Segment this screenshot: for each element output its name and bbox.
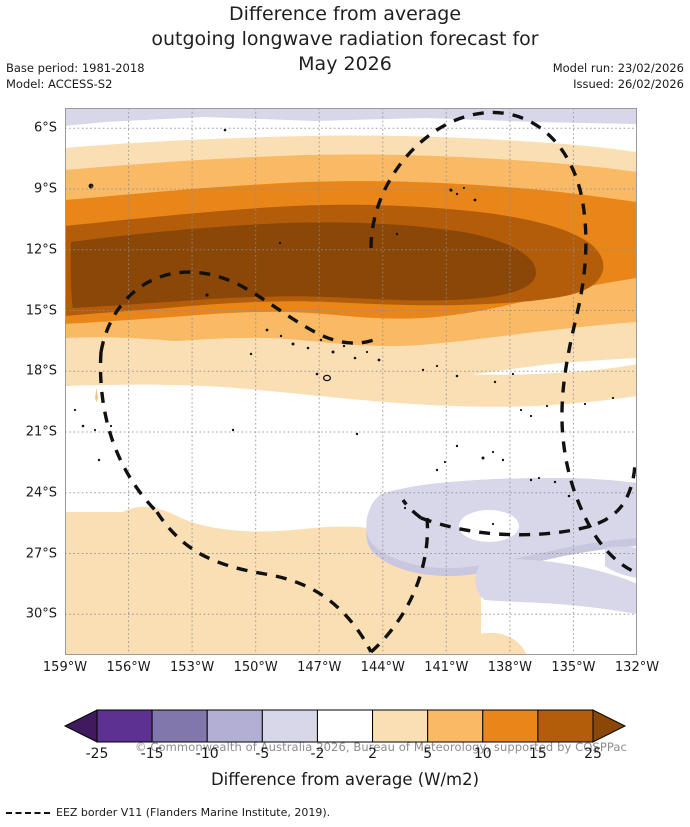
longitude-tick-8: 135°W xyxy=(551,660,596,675)
contour-map xyxy=(65,108,637,655)
colorbar-tick-8: 15 xyxy=(528,746,547,762)
eez-note-label: EEZ border V11 (Flanders Marine Institut… xyxy=(56,806,331,819)
colorbar-tick-1: -15 xyxy=(140,746,164,762)
colorbar-tick-0: -25 xyxy=(85,746,109,762)
island-specks xyxy=(73,128,615,526)
colorbar-swatches xyxy=(63,709,627,743)
latitude-tick-6: 24°S xyxy=(25,485,57,501)
issued-label: Issued: 26/02/2026 xyxy=(573,77,684,91)
colorbar-cell-0 xyxy=(96,709,153,743)
colorbar-cell-5 xyxy=(372,709,429,743)
band-5-bottom-blob xyxy=(453,632,527,655)
latitude-tick-8: 30°S xyxy=(25,606,57,622)
longitude-tick-2: 153°W xyxy=(170,660,215,675)
colorbar-arrow-low xyxy=(63,709,98,743)
colorbar-tick-6: 5 xyxy=(423,746,433,762)
title-line-3: May 2026 xyxy=(298,53,392,75)
longitude-tick-7: 138°W xyxy=(487,660,532,675)
latitude-tick-0: 6°S xyxy=(33,120,57,136)
colorbar-cell-6 xyxy=(427,709,484,743)
model-run-label: Model run: 23/02/2026 xyxy=(552,61,684,75)
longitude-tick-5: 144°W xyxy=(360,660,405,675)
base-period-label: Base period: 1981-2018 xyxy=(6,61,145,75)
colorbar-cell-8 xyxy=(537,709,594,743)
metadata-right: Model run: 23/02/2026 Issued: 26/02/2026 xyxy=(553,60,684,92)
eez-dash-sample xyxy=(6,811,50,814)
colorbar-tick-3: -5 xyxy=(255,746,270,762)
latitude-tick-2: 12°S xyxy=(25,242,57,258)
map-plot: © Commonwealth of Australia 2026, Bureau… xyxy=(65,108,637,754)
longitude-tick-4: 147°W xyxy=(297,660,342,675)
title-line-2: outgoing longwave radiation forecast for xyxy=(151,28,539,50)
colorbar-cell-7 xyxy=(482,709,539,743)
colorbar-tick-2: -10 xyxy=(195,746,219,762)
latitude-tick-4: 18°S xyxy=(25,363,57,379)
longitude-tick-6: 141°W xyxy=(424,660,469,675)
footer: EEZ border V11 (Flanders Marine Institut… xyxy=(6,806,330,819)
title-line-1: Difference from average xyxy=(228,3,462,25)
latitude-tick-5: 21°S xyxy=(25,424,57,440)
map-canvas xyxy=(65,108,637,655)
colorbar-cell-4 xyxy=(316,709,374,743)
latitude-tick-3: 15°S xyxy=(25,303,57,319)
colorbar-tick-9: 25 xyxy=(584,746,602,762)
colorbar-tick-labels: -25 -15 -10 -5 -2 2 5 10 15 25 xyxy=(0,746,690,766)
latitude-tick-1: 9°S xyxy=(33,181,57,197)
colorbar-cell-3 xyxy=(261,709,318,743)
band-5-south-tongue xyxy=(65,337,637,407)
colorbar-title: Difference from average (W/m2) xyxy=(210,770,480,789)
colorbar-cell-1 xyxy=(151,709,208,743)
longitude-axis: 159°W 156°W 153°W 150°W 147°W 144°W 141°W 138°W… xyxy=(43,660,659,682)
longitude-tick-1: 156°W xyxy=(106,660,151,675)
colorbar: -25 -15 -10 -5 -2 2 5 10 15 25 Difference from av… xyxy=(0,706,690,789)
latitude-axis: 6°S 9°S 12°S 15°S 18°S 21°S 24°S 27°S 30°S xyxy=(0,108,57,655)
page-title: Difference from average outgoing longwav… xyxy=(0,2,690,77)
eez-border xyxy=(98,110,637,654)
band-neg2-lower-lobe xyxy=(475,559,637,614)
longitude-tick-9: 132°W xyxy=(614,660,660,675)
copyright-notice: © Commonwealth of Australia 2026, Bureau… xyxy=(135,740,627,754)
colorbar-cell-2 xyxy=(206,709,263,743)
band-max-core xyxy=(70,222,536,308)
colorbar-arrow-high xyxy=(592,709,627,743)
map-gridlines xyxy=(65,108,637,655)
metadata-left: Base period: 1981-2018 Model: ACCESS-S2 xyxy=(6,60,145,92)
longitude-tick-3: 150°W xyxy=(233,660,278,675)
colorbar-tick-4: -2 xyxy=(310,746,325,762)
model-label: Model: ACCESS-S2 xyxy=(6,77,113,91)
colorbar-tick-5: 2 xyxy=(368,746,378,762)
latitude-tick-7: 27°S xyxy=(25,546,57,562)
colorbar-tick-7: 10 xyxy=(473,746,492,762)
longitude-tick-0: 159°W xyxy=(42,660,88,675)
